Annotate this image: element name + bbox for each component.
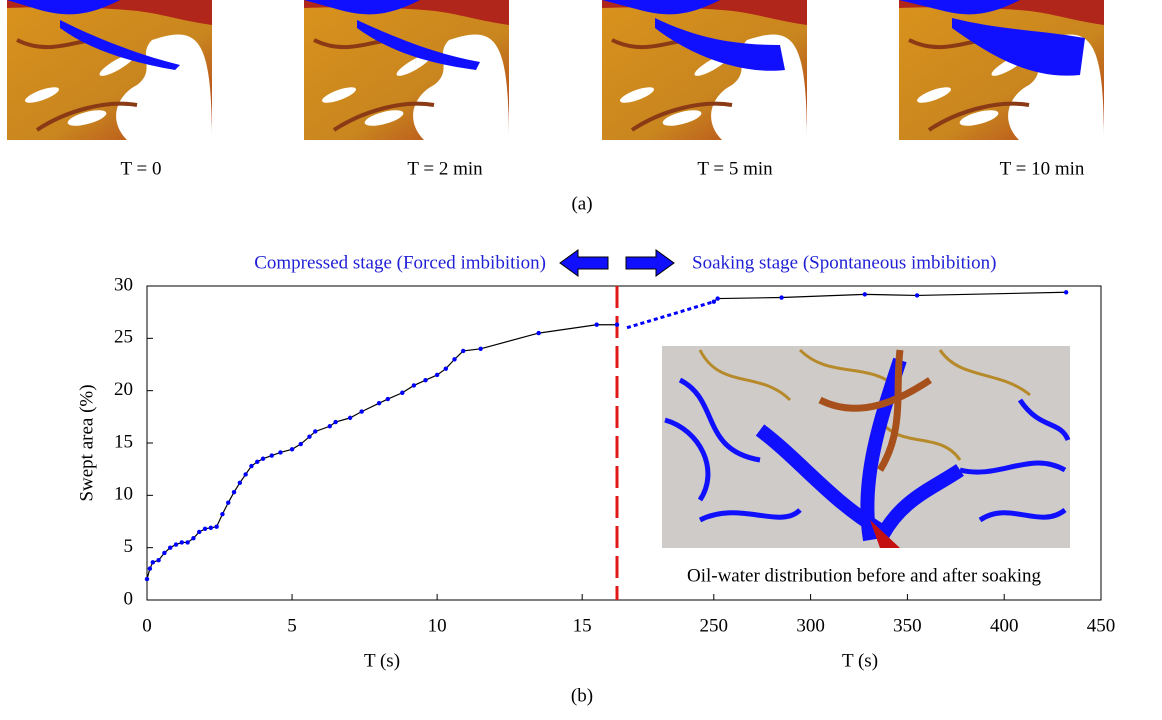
image-caption: T = 5 min (697, 158, 773, 179)
panel-label: (a) (571, 193, 592, 214)
x-tick-label: 300 (796, 615, 825, 636)
x-axis-title: T (s) (364, 650, 400, 671)
arrow-left (559, 249, 609, 277)
data-point (278, 450, 283, 455)
inset-caption: Oil-water distribution before and after … (687, 565, 1042, 586)
x-tick-label: 450 (1087, 615, 1116, 636)
x-tick-label: 350 (893, 615, 922, 636)
series-line (146, 324, 617, 580)
x-tick-label: 0 (142, 615, 152, 636)
image-caption: T = 2 min (407, 158, 483, 179)
data-point (231, 489, 237, 495)
data-point (711, 299, 716, 304)
data-point (289, 447, 295, 452)
data-point (226, 500, 231, 505)
data-point (434, 372, 440, 378)
arrow-right (625, 249, 675, 277)
data-point (150, 560, 156, 565)
data-point (237, 480, 243, 485)
data-point (202, 526, 208, 532)
annotation: Compressed stage (Forced imbibition) (254, 252, 546, 273)
data-point (614, 322, 620, 327)
data-point (313, 429, 318, 434)
series-line (713, 291, 1067, 303)
data-point (191, 536, 196, 541)
data-point (478, 346, 483, 351)
image-caption: T = 10 min (1000, 158, 1085, 179)
data-point (298, 441, 303, 447)
data-point (269, 453, 274, 458)
inset-caption-bg (650, 560, 1080, 594)
data-point (179, 540, 185, 545)
data-point (214, 524, 219, 529)
annotation: Soaking stage (Spontaneous imbibition) (692, 252, 997, 273)
y-tick-label: 30 (114, 274, 133, 295)
data-point (443, 366, 449, 371)
data-point (243, 472, 248, 477)
data-point (327, 424, 332, 429)
data-point (461, 348, 466, 354)
data-point (862, 292, 868, 297)
data-point (173, 542, 179, 547)
data-point (333, 419, 338, 425)
micro-image (5, 0, 214, 142)
data-point (376, 401, 382, 406)
inset-image (662, 346, 1071, 548)
data-point (249, 463, 254, 469)
x-tick-label: 10 (428, 615, 447, 636)
data-point (359, 409, 364, 414)
image-caption: T = 0 (121, 158, 162, 179)
data-point (156, 558, 161, 563)
data-point (1063, 290, 1069, 295)
x-tick-label: 15 (573, 615, 592, 636)
data-point (220, 511, 225, 517)
x-tick-label: 250 (700, 615, 729, 636)
y-tick-label: 15 (114, 431, 133, 452)
data-point (423, 378, 428, 383)
data-point (168, 545, 173, 550)
micro-image (302, 0, 511, 142)
data-point (411, 383, 417, 388)
data-point (208, 525, 214, 530)
panel-label: (b) (571, 685, 593, 706)
micro-image (897, 0, 1106, 142)
data-point (162, 550, 167, 556)
y-tick-label: 25 (114, 327, 133, 348)
data-point (144, 576, 150, 582)
y-tick-label: 20 (114, 379, 133, 400)
data-point (197, 529, 202, 535)
data-point (400, 390, 405, 395)
data-point (536, 330, 541, 336)
y-tick-label: 10 (114, 484, 133, 505)
data-point (147, 566, 153, 571)
x-axis-title: T (s) (842, 650, 878, 671)
x-tick-label: 400 (990, 615, 1019, 636)
y-axis-title: Swept area (%) (76, 384, 97, 501)
data-point (260, 456, 266, 461)
data-point (715, 296, 720, 301)
micro-image (600, 0, 809, 142)
data-point (385, 396, 391, 402)
data-point (185, 540, 190, 545)
data-point (914, 293, 920, 298)
y-tick-label: 0 (124, 588, 134, 609)
data-point (594, 322, 599, 327)
connector (626, 300, 715, 330)
data-point (779, 295, 784, 300)
data-point (452, 357, 457, 362)
data-point (347, 415, 353, 421)
y-tick-label: 5 (124, 536, 134, 557)
data-point (255, 459, 260, 465)
x-tick-label: 5 (287, 615, 297, 636)
data-point (307, 434, 312, 439)
